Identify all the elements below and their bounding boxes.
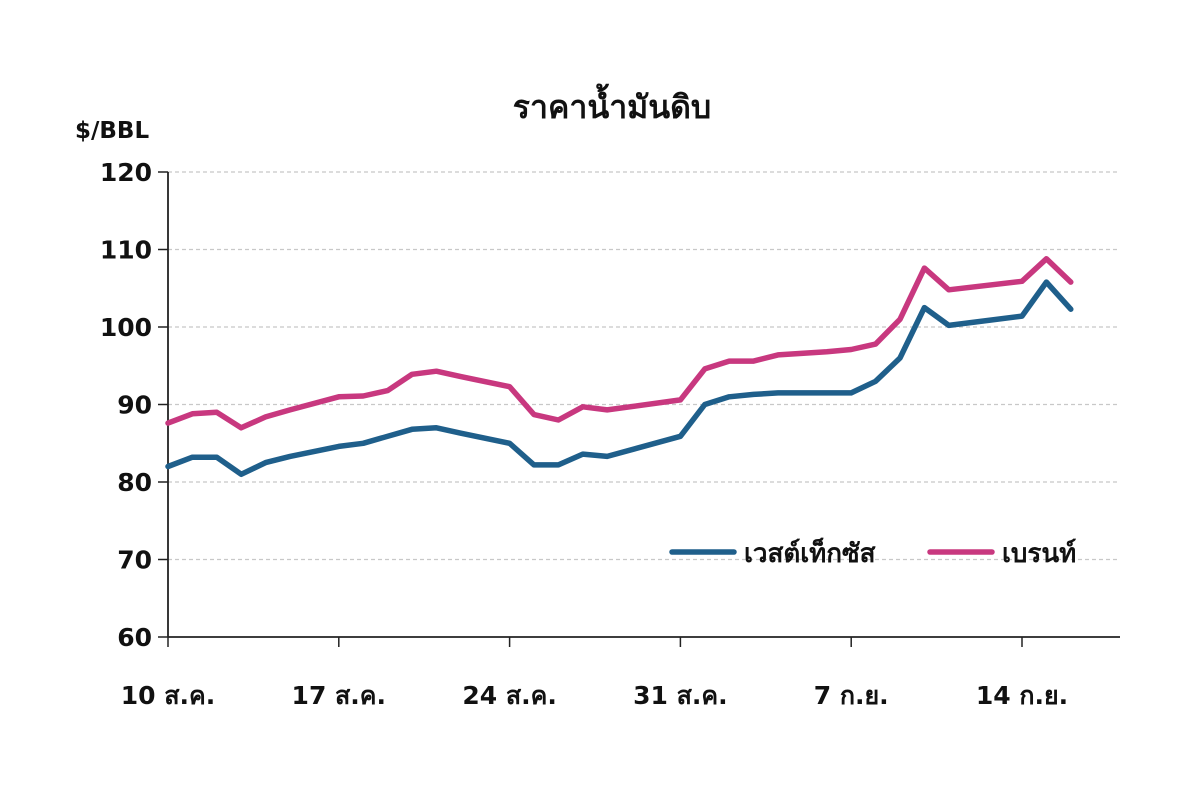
x-tick-label: 24 ส.ค. bbox=[462, 681, 556, 710]
y-tick-label: 80 bbox=[117, 468, 152, 497]
x-tick-labels: 10 ส.ค. 17 ส.ค. 24 ส.ค. 31 ส.ค. 7 ก.ย. 14 ก.ย… bbox=[121, 681, 1068, 710]
y-tick-label: 70 bbox=[117, 546, 152, 575]
legend: เวสต์เท็กซัส เบรนท์ bbox=[669, 537, 1076, 569]
series-lines bbox=[165, 256, 1074, 478]
y-tick-labels: 60 70 80 90 100 110 120 bbox=[100, 158, 152, 652]
legend-label-brent: เบรนท์ bbox=[1002, 538, 1076, 569]
y-tick-label: 60 bbox=[117, 623, 152, 652]
y-tick-label: 110 bbox=[100, 236, 152, 265]
y-tick-label: 100 bbox=[100, 313, 152, 342]
axes bbox=[158, 171, 1120, 647]
x-tick-label: 31 ส.ค. bbox=[633, 681, 727, 710]
y-tick-label: 120 bbox=[100, 158, 152, 187]
chart-title: ราคาน้ำมันดิบ bbox=[513, 83, 711, 126]
x-tick-label: 17 ส.ค. bbox=[292, 681, 386, 710]
x-tick-label: 14 ก.ย. bbox=[976, 681, 1068, 710]
y-tick-label: 90 bbox=[117, 391, 152, 420]
x-tick-label: 10 ส.ค. bbox=[121, 681, 215, 710]
series-line-wti bbox=[165, 279, 1074, 478]
gridlines bbox=[168, 171, 1120, 561]
legend-label-wti: เวสต์เท็กซัส bbox=[744, 537, 876, 569]
y-axis-unit-label: $/BBL bbox=[75, 118, 149, 144]
x-tick-label: 7 ก.ย. bbox=[814, 681, 889, 710]
series-line-brent bbox=[165, 256, 1074, 431]
